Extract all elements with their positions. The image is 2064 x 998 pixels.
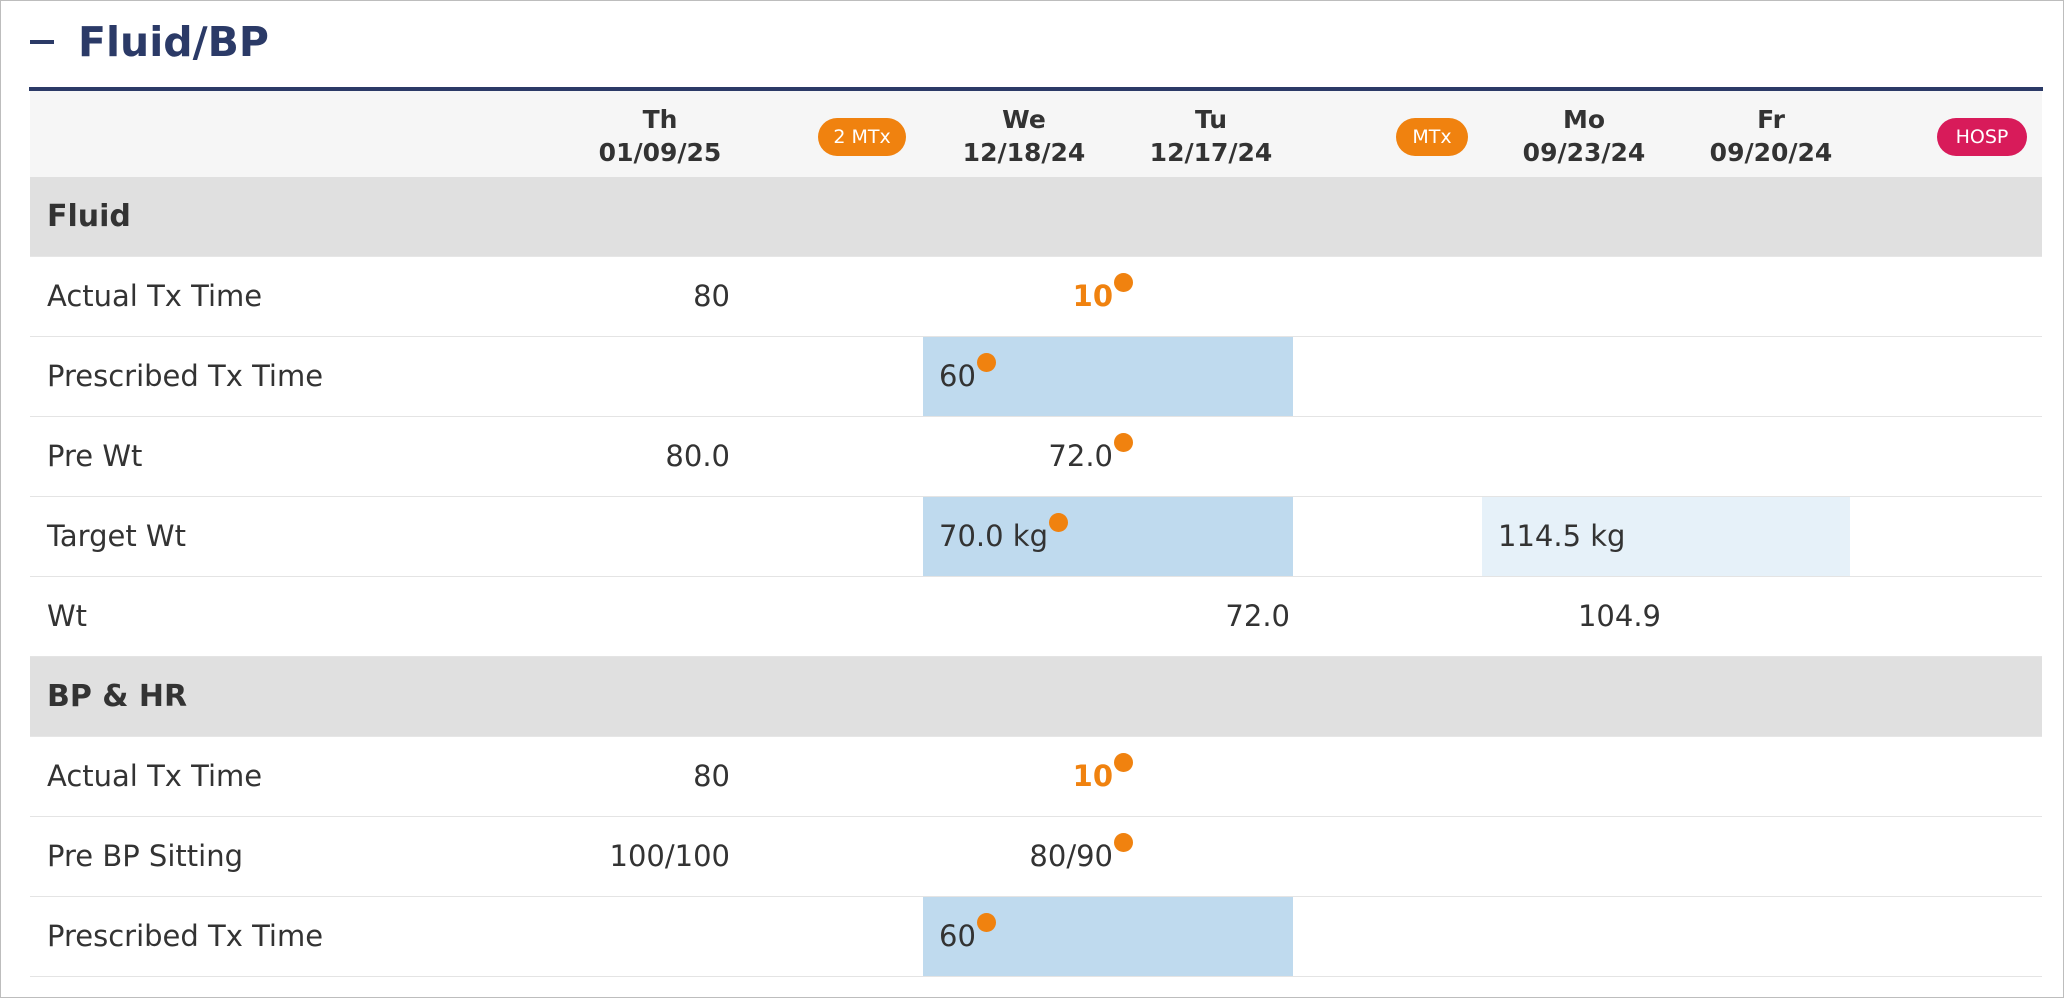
column-header-th[interactable]: Th 01/09/25 [550, 103, 770, 169]
column-header-we[interactable]: We 12/18/24 [914, 103, 1134, 169]
value-cell[interactable]: 10 [930, 737, 1133, 816]
column-date: 12/18/24 [962, 138, 1086, 167]
group-label: Fluid [47, 199, 131, 234]
mtx-badge[interactable]: MTx [1396, 118, 1468, 156]
row-label: Target Wt [47, 519, 186, 553]
column-date: 01/09/25 [598, 138, 722, 167]
row-label: Prescribed Tx Time [47, 919, 324, 953]
cell-value: 70.0 kg [939, 519, 1048, 553]
column-day: Fr [1757, 105, 1785, 134]
alert-dot-icon [1114, 433, 1133, 452]
section-header: Fluid/BP [30, 11, 269, 73]
cell-value: 60 [939, 359, 976, 393]
table-row: Target Wt 70.0 kg 114.5 kg [30, 497, 2042, 577]
flowsheet-grid: Th 01/09/25 2 MTx We 12/18/24 Tu 12/17/2… [30, 91, 2042, 977]
column-day: Mo [1562, 105, 1606, 134]
cell-value: 10 [1072, 759, 1113, 793]
table-row: Wt 72.0 104.9 [30, 577, 2042, 657]
cell-value: 80 [693, 759, 730, 793]
column-header-mo[interactable]: Mo 09/23/24 [1474, 103, 1694, 169]
cell-value: 72.0 [1225, 599, 1290, 633]
cell-value: 10 [1072, 279, 1113, 313]
group-header-bp-hr[interactable]: BP & HR [30, 657, 2042, 737]
value-cell[interactable]: 100/100 [570, 817, 730, 896]
alert-dot-icon [1114, 273, 1133, 292]
table-row: Actual Tx Time 80 10 [30, 257, 2042, 337]
column-day: We [1002, 105, 1046, 134]
row-label: Wt [47, 599, 88, 633]
column-header-fr[interactable]: Fr 09/20/24 [1661, 103, 1881, 169]
alert-dot-icon [1114, 833, 1133, 852]
column-header-tu[interactable]: Tu 12/17/24 [1101, 103, 1321, 169]
table-row: Pre BP Sitting 100/100 80/90 [30, 817, 2042, 897]
cell-value: 100/100 [609, 839, 730, 873]
cell-value: 60 [939, 919, 976, 953]
header-divider [29, 87, 2043, 91]
row-label: Prescribed Tx Time [47, 359, 324, 393]
row-label: Actual Tx Time [47, 759, 263, 793]
cell-value: 80/90 [1029, 839, 1113, 873]
two-mtx-badge[interactable]: 2 MTx [818, 118, 906, 156]
value-cell[interactable]: 80.0 [590, 417, 730, 496]
table-row: Prescribed Tx Time 60 [30, 897, 2042, 977]
table-row: Actual Tx Time 80 10 [30, 737, 2042, 817]
column-day: Th [642, 105, 678, 134]
value-cell[interactable]: 104.9 [1530, 577, 1661, 656]
row-label: Pre Wt [47, 439, 143, 473]
value-cell[interactable]: 60 [923, 337, 1293, 416]
value-cell[interactable]: 80 [590, 737, 730, 816]
row-label: Pre BP Sitting [47, 839, 243, 873]
cell-value: 72.0 [1048, 439, 1113, 473]
alert-dot-icon [976, 353, 996, 372]
alert-dot-icon [1049, 513, 1068, 532]
value-cell[interactable]: 72.0 [930, 417, 1133, 496]
collapse-icon[interactable] [30, 40, 54, 44]
column-date: 09/23/24 [1522, 138, 1646, 167]
cell-value: 80.0 [665, 439, 730, 473]
cell-value: 104.9 [1577, 599, 1661, 633]
alert-dot-icon [976, 913, 996, 932]
value-cell[interactable]: 80 [590, 257, 730, 336]
value-cell[interactable]: 80/90 [930, 817, 1133, 896]
value-cell[interactable]: 60 [923, 897, 1293, 976]
section-title: Fluid/BP [78, 18, 269, 66]
table-row: Pre Wt 80.0 72.0 [30, 417, 2042, 497]
value-cell[interactable]: 114.5 kg [1482, 497, 1850, 576]
hosp-badge[interactable]: HOSP [1937, 118, 2027, 156]
column-date: 12/17/24 [1149, 138, 1273, 167]
column-day: Tu [1194, 105, 1228, 134]
value-cell[interactable]: 70.0 kg [923, 497, 1293, 576]
column-header-row: Th 01/09/25 2 MTx We 12/18/24 Tu 12/17/2… [30, 91, 2042, 177]
value-cell[interactable]: 72.0 [1150, 577, 1290, 656]
value-cell[interactable]: 10 [930, 257, 1133, 336]
table-row: Prescribed Tx Time 60 [30, 337, 2042, 417]
row-label: Actual Tx Time [47, 279, 263, 313]
group-label: BP & HR [47, 679, 188, 714]
group-header-fluid[interactable]: Fluid [30, 177, 2042, 257]
cell-value: 114.5 kg [1498, 519, 1626, 553]
cell-value: 80 [693, 279, 730, 313]
column-date: 09/20/24 [1709, 138, 1833, 167]
alert-dot-icon [1114, 753, 1133, 772]
